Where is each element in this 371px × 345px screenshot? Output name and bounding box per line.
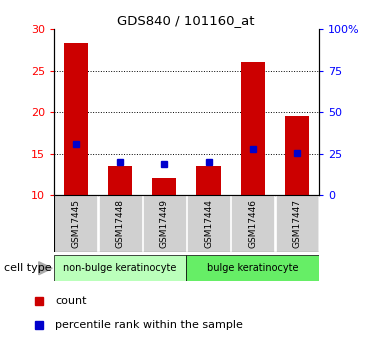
Bar <box>64 43 88 195</box>
Text: GSM17449: GSM17449 <box>160 199 169 248</box>
Bar <box>196 166 221 195</box>
Text: non-bulge keratinocyte: non-bulge keratinocyte <box>63 263 177 273</box>
Text: percentile rank within the sample: percentile rank within the sample <box>55 320 243 330</box>
Bar <box>55 195 97 252</box>
Text: cell type: cell type <box>4 263 51 273</box>
Bar <box>186 255 319 281</box>
Bar <box>231 195 274 252</box>
Bar <box>285 116 309 195</box>
Text: GSM17447: GSM17447 <box>292 199 302 248</box>
Text: GSM17448: GSM17448 <box>116 199 125 248</box>
Bar <box>54 255 186 281</box>
Bar <box>143 195 186 252</box>
Bar <box>108 166 132 195</box>
Text: GDS840 / 101160_at: GDS840 / 101160_at <box>117 14 254 27</box>
Polygon shape <box>39 262 52 275</box>
Bar <box>187 195 230 252</box>
Bar <box>240 62 265 195</box>
Text: bulge keratinocyte: bulge keratinocyte <box>207 263 299 273</box>
Text: count: count <box>55 296 87 306</box>
Text: GSM17446: GSM17446 <box>248 199 257 248</box>
Text: GSM17444: GSM17444 <box>204 199 213 248</box>
Bar <box>276 195 318 252</box>
Bar <box>152 178 177 195</box>
Bar <box>99 195 142 252</box>
Text: GSM17445: GSM17445 <box>71 199 81 248</box>
